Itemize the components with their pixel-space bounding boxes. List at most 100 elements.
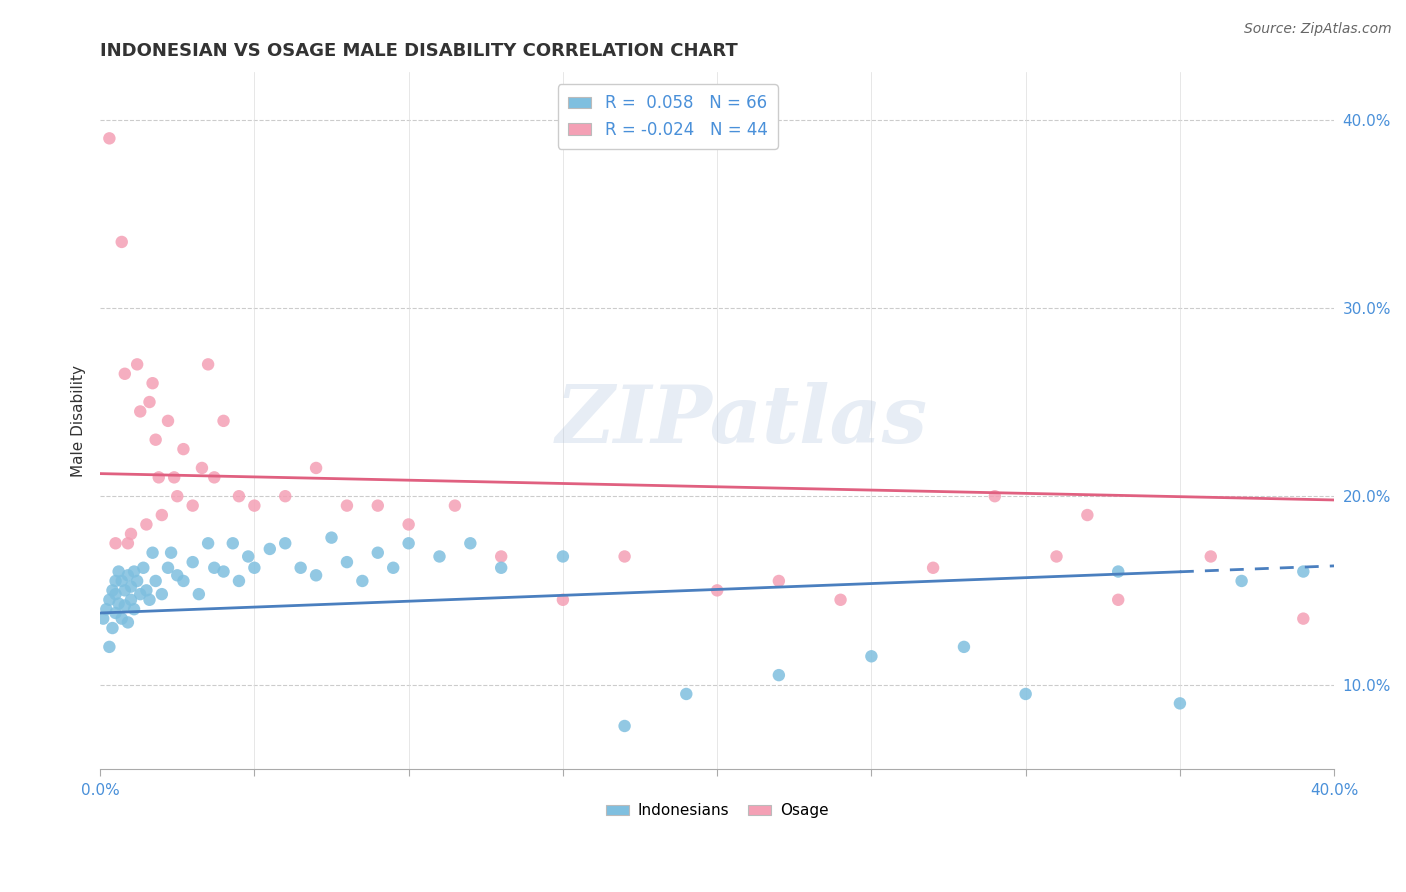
- Point: [111, 612, 134, 626]
- Point: [91, 612, 114, 626]
- Point: [145, 433, 167, 447]
- Point: [367, 499, 389, 513]
- Point: [101, 621, 124, 635]
- Point: [1076, 508, 1098, 522]
- Point: [129, 587, 152, 601]
- Point: [953, 640, 976, 654]
- Point: [111, 235, 134, 249]
- Point: [336, 555, 359, 569]
- Point: [191, 461, 214, 475]
- Point: [117, 568, 139, 582]
- Point: [613, 719, 636, 733]
- Point: [489, 549, 512, 564]
- Point: [706, 583, 728, 598]
- Point: [551, 549, 574, 564]
- Point: [135, 583, 157, 598]
- Point: [114, 583, 136, 598]
- Point: [228, 489, 250, 503]
- Point: [860, 649, 883, 664]
- Point: [1045, 549, 1067, 564]
- Point: [305, 568, 328, 582]
- Point: [429, 549, 451, 564]
- Point: [163, 470, 186, 484]
- Point: [117, 615, 139, 630]
- Point: [1014, 687, 1036, 701]
- Point: [382, 561, 405, 575]
- Point: [398, 517, 420, 532]
- Point: [104, 536, 127, 550]
- Point: [444, 499, 467, 513]
- Point: [212, 414, 235, 428]
- Text: ZIPatlas: ZIPatlas: [555, 382, 928, 459]
- Point: [142, 546, 165, 560]
- Point: [1199, 549, 1222, 564]
- Point: [120, 592, 142, 607]
- Point: [768, 574, 790, 588]
- Point: [197, 536, 219, 550]
- Point: [111, 574, 134, 588]
- Point: [1230, 574, 1253, 588]
- Point: [107, 565, 129, 579]
- Text: INDONESIAN VS OSAGE MALE DISABILITY CORRELATION CHART: INDONESIAN VS OSAGE MALE DISABILITY CORR…: [100, 42, 738, 60]
- Point: [202, 470, 225, 484]
- Point: [114, 599, 136, 613]
- Point: [145, 574, 167, 588]
- Point: [98, 640, 121, 654]
- Point: [238, 549, 260, 564]
- Legend: Indonesians, Osage: Indonesians, Osage: [600, 797, 835, 824]
- Point: [172, 574, 194, 588]
- Point: [1168, 697, 1191, 711]
- Point: [489, 561, 512, 575]
- Point: [336, 499, 359, 513]
- Point: [101, 583, 124, 598]
- Point: [132, 561, 155, 575]
- Point: [98, 592, 121, 607]
- Point: [187, 587, 209, 601]
- Point: [228, 574, 250, 588]
- Point: [274, 489, 297, 503]
- Point: [127, 357, 149, 371]
- Point: [138, 592, 160, 607]
- Point: [197, 357, 219, 371]
- Point: [166, 568, 188, 582]
- Point: [460, 536, 482, 550]
- Point: [1107, 592, 1129, 607]
- Point: [122, 602, 145, 616]
- Point: [148, 470, 170, 484]
- Point: [107, 597, 129, 611]
- Point: [135, 517, 157, 532]
- Y-axis label: Male Disability: Male Disability: [72, 365, 86, 477]
- Point: [352, 574, 374, 588]
- Point: [367, 546, 389, 560]
- Point: [142, 376, 165, 391]
- Point: [768, 668, 790, 682]
- Point: [160, 546, 183, 560]
- Point: [243, 561, 266, 575]
- Point: [212, 565, 235, 579]
- Point: [181, 555, 204, 569]
- Point: [117, 536, 139, 550]
- Point: [1292, 565, 1315, 579]
- Point: [830, 592, 852, 607]
- Point: [120, 580, 142, 594]
- Point: [1292, 612, 1315, 626]
- Point: [613, 549, 636, 564]
- Point: [398, 536, 420, 550]
- Point: [138, 395, 160, 409]
- Point: [104, 574, 127, 588]
- Point: [166, 489, 188, 503]
- Point: [675, 687, 697, 701]
- Point: [181, 499, 204, 513]
- Point: [1107, 565, 1129, 579]
- Text: Source: ZipAtlas.com: Source: ZipAtlas.com: [1244, 22, 1392, 37]
- Point: [274, 536, 297, 550]
- Point: [129, 404, 152, 418]
- Point: [922, 561, 945, 575]
- Point: [259, 541, 281, 556]
- Point: [104, 606, 127, 620]
- Point: [120, 527, 142, 541]
- Point: [96, 602, 118, 616]
- Point: [98, 131, 121, 145]
- Point: [156, 561, 179, 575]
- Point: [122, 565, 145, 579]
